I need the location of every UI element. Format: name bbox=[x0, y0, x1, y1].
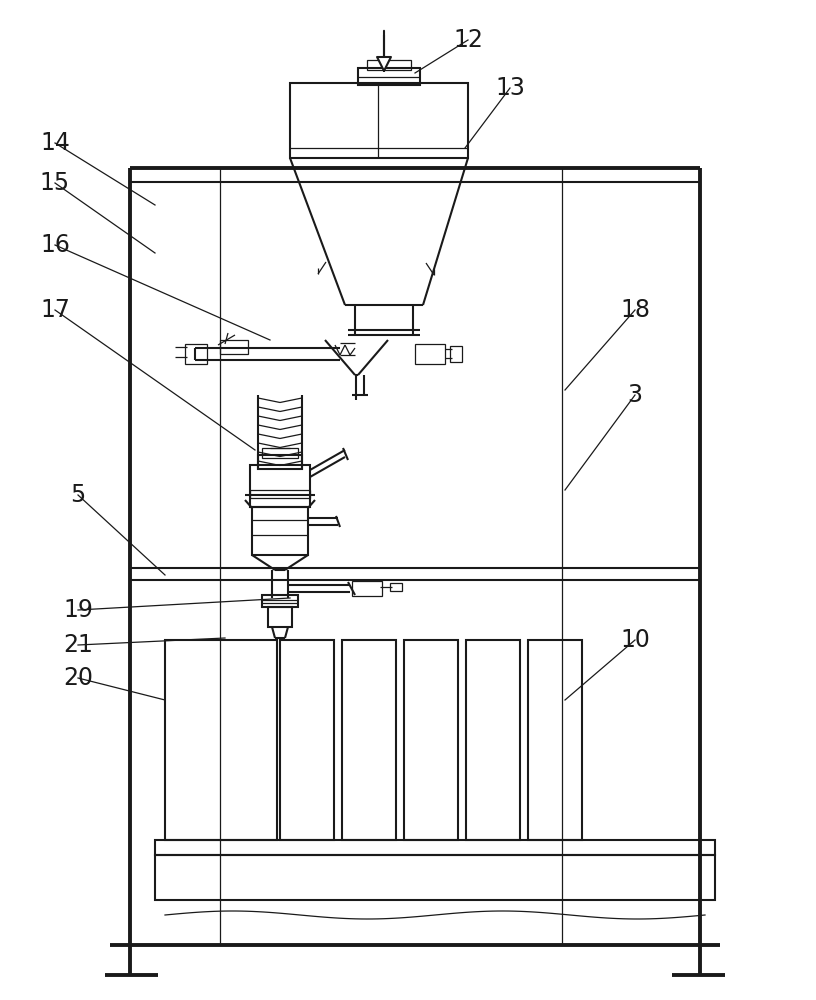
Text: 17: 17 bbox=[40, 298, 70, 322]
Bar bbox=[268, 607, 292, 627]
Bar bbox=[390, 583, 402, 591]
Bar bbox=[415, 344, 445, 364]
Bar bbox=[220, 340, 248, 354]
Text: 19: 19 bbox=[63, 598, 93, 622]
Bar bbox=[155, 840, 715, 855]
Text: 13: 13 bbox=[495, 76, 525, 100]
Text: 20: 20 bbox=[63, 666, 93, 690]
Bar bbox=[258, 455, 302, 469]
Bar bbox=[185, 344, 207, 364]
Text: 3: 3 bbox=[628, 383, 642, 407]
Text: 10: 10 bbox=[620, 628, 650, 652]
Bar bbox=[280, 640, 334, 840]
Bar bbox=[342, 640, 396, 840]
Text: 12: 12 bbox=[453, 28, 483, 52]
Bar bbox=[250, 490, 310, 498]
Bar bbox=[252, 507, 308, 555]
Text: 5: 5 bbox=[70, 483, 86, 507]
Bar bbox=[290, 83, 468, 158]
Text: 18: 18 bbox=[620, 298, 650, 322]
Bar bbox=[367, 60, 411, 70]
Bar bbox=[404, 640, 458, 840]
Bar bbox=[250, 465, 310, 507]
Text: 15: 15 bbox=[40, 171, 70, 195]
Bar bbox=[165, 640, 277, 840]
Bar bbox=[358, 68, 420, 85]
Bar bbox=[466, 640, 520, 840]
Bar bbox=[155, 855, 715, 900]
Text: 14: 14 bbox=[40, 131, 70, 155]
Bar bbox=[262, 448, 298, 458]
Bar bbox=[352, 581, 382, 596]
Bar bbox=[450, 346, 462, 362]
Bar bbox=[528, 640, 582, 840]
Text: 16: 16 bbox=[40, 233, 70, 257]
Bar bbox=[262, 595, 298, 607]
Text: 21: 21 bbox=[63, 633, 93, 657]
